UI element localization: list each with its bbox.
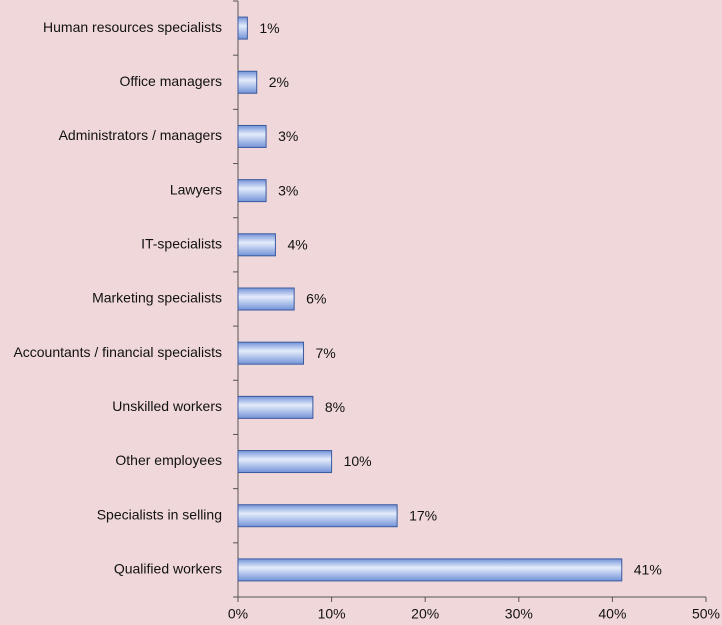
x-tick-label: 20% xyxy=(411,606,439,622)
x-tick-label: 50% xyxy=(692,606,720,622)
value-label: 2% xyxy=(269,74,289,90)
y-tick-label: Qualified workers xyxy=(114,561,222,577)
bar xyxy=(237,395,314,419)
bar xyxy=(237,179,267,203)
value-label: 1% xyxy=(259,20,279,36)
bar xyxy=(237,504,398,528)
value-label: 4% xyxy=(287,237,307,253)
bar xyxy=(237,341,305,365)
y-tick-label: Other employees xyxy=(115,452,222,468)
bar xyxy=(237,16,248,40)
y-tick-label: Accountants / financial specialists xyxy=(13,344,222,360)
value-label: 7% xyxy=(316,345,336,361)
y-tick-label: Lawyers xyxy=(170,181,222,197)
bar xyxy=(237,287,295,311)
x-tick-label: 30% xyxy=(505,606,533,622)
y-tick-label: Unskilled workers xyxy=(112,398,222,414)
value-label: 6% xyxy=(306,291,326,307)
value-label: 17% xyxy=(409,507,437,523)
bar xyxy=(237,70,258,94)
bar xyxy=(237,124,267,148)
x-tick-label: 10% xyxy=(318,606,346,622)
value-label: 3% xyxy=(278,128,298,144)
y-tick-label: Marketing specialists xyxy=(92,290,222,306)
y-tick-label: Office managers xyxy=(120,73,222,89)
y-tick-label: Specialists in selling xyxy=(97,506,222,522)
value-label: 10% xyxy=(344,453,372,469)
value-label: 41% xyxy=(634,562,662,578)
bar xyxy=(237,233,276,257)
y-tick-label: Human resources specialists xyxy=(43,19,222,35)
x-tick-label: 0% xyxy=(228,606,248,622)
bar xyxy=(237,450,333,474)
bar xyxy=(237,558,623,582)
x-tick-label: 40% xyxy=(598,606,626,622)
y-tick-label: IT-specialists xyxy=(141,236,222,252)
value-label: 3% xyxy=(278,182,298,198)
y-tick-label: Administrators / managers xyxy=(59,127,222,143)
value-label: 8% xyxy=(325,399,345,415)
